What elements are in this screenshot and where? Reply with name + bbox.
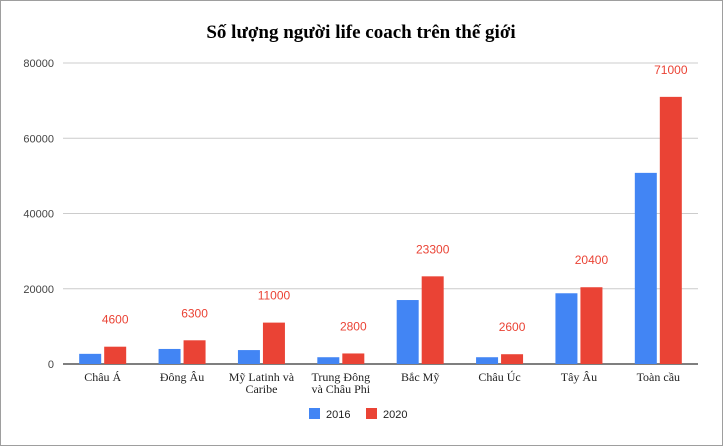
legend-swatch-2020 [366,408,377,419]
x-category-label: Caribe [245,382,277,396]
x-category-label: Mỹ Latinh và [229,370,295,384]
x-category-label: Toàn cầu [637,370,680,384]
bar-2016-4 [396,300,419,364]
legend: 2016 2020 [309,408,407,421]
x-category-label: Tây Âu [561,370,597,384]
data-label-2020-2: 11000 [258,289,291,303]
bar-2016-1 [158,348,181,364]
y-tick-label: 80000 [23,58,54,70]
x-category-label: Châu Á [84,370,121,384]
bar-2020-3 [342,353,365,364]
x-category-label: Trung Đông [312,370,371,384]
legend-swatch-2016 [309,408,320,419]
data-label-2020-5: 2600 [499,320,526,334]
legend-label-2016: 2016 [326,409,350,421]
bar-2016-2 [237,350,260,364]
bar-2016-3 [317,357,340,364]
x-category-label: và Châu Phi [311,382,370,396]
bar-2016-7 [634,172,657,364]
y-tick-label: 60000 [23,133,54,145]
data-label-2020-3: 2800 [340,319,367,333]
bar-2016-5 [476,357,499,364]
bar-2016-0 [79,353,102,364]
bar-2020-0 [104,346,127,364]
x-category-label: Đông Âu [160,370,204,384]
data-label-2020-7: 71000 [654,63,688,77]
data-label-2020-1: 6300 [181,306,208,320]
bar-2020-1 [183,340,206,364]
data-labels: 4600 6300 11000 2800 23300 2600 20400 71000 [102,63,688,334]
data-label-2020-4: 23300 [416,242,450,256]
bar-2020-5 [501,354,524,364]
bar-2020-6 [580,287,603,364]
bars [79,96,682,365]
y-tick-label: 0 [48,359,54,371]
bar-2020-4 [421,276,444,364]
bar-2016-6 [555,293,578,364]
y-tick-label: 20000 [23,284,54,296]
data-label-2020-0: 4600 [102,313,129,327]
bar-2020-7 [659,96,682,365]
bar-2020-2 [262,322,285,364]
y-tick-label: 40000 [23,209,54,221]
chart-title: Số lượng người life coach trên thế giới [206,22,515,43]
data-label-2020-6: 20400 [575,253,609,267]
gridlines [63,62,698,365]
x-category-label: Bắc Mỹ [401,370,439,384]
x-category-label: Châu Úc [478,370,520,384]
legend-label-2020: 2020 [383,409,407,421]
y-axis-ticks: 0 20000 40000 60000 80000 [23,58,54,371]
